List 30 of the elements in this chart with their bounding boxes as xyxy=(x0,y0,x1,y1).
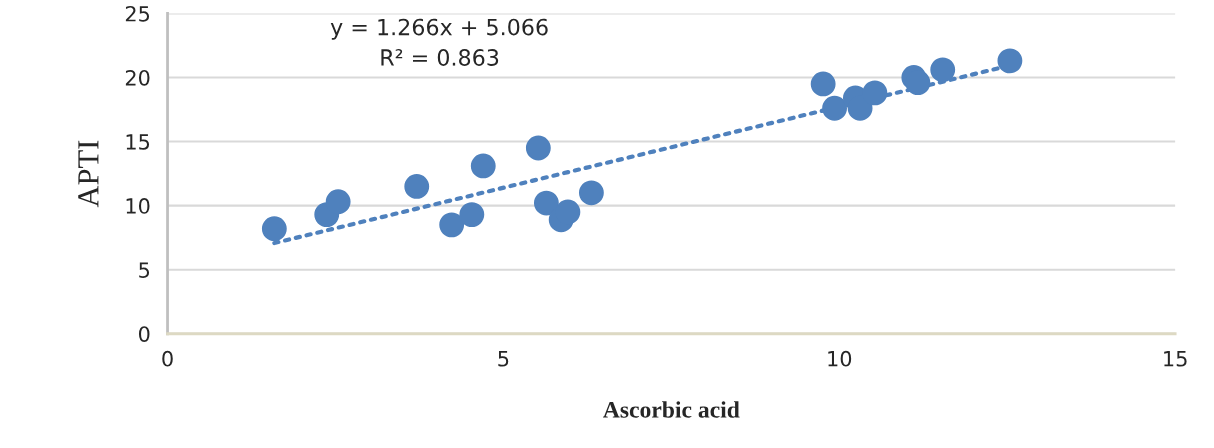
point xyxy=(997,48,1023,74)
point xyxy=(555,199,581,225)
point xyxy=(822,95,847,121)
point xyxy=(404,173,430,199)
y-tick-label: 0 xyxy=(138,326,150,342)
point xyxy=(862,80,888,106)
y-tick-label: 25 xyxy=(125,5,150,22)
x-tick-label: 0 xyxy=(162,350,173,367)
point xyxy=(459,202,485,228)
y-tick-label: 5 xyxy=(139,262,150,278)
x-axis-title: Ascorbic acid xyxy=(603,401,740,418)
annotation: y = 1.266x + 5.066 xyxy=(330,18,548,40)
point xyxy=(810,71,836,97)
point xyxy=(261,216,287,242)
y-tick-label: 15 xyxy=(126,134,150,150)
x-tick-label: 5 xyxy=(498,351,509,367)
y-tick-label: 20 xyxy=(125,69,150,86)
y-axis-title: APTI xyxy=(78,140,99,208)
point xyxy=(525,135,551,161)
y-tick-label: 10 xyxy=(126,198,150,214)
point xyxy=(439,212,465,238)
x-tick-label: 15 xyxy=(1164,351,1187,367)
x-tick-label: 10 xyxy=(828,350,852,367)
point xyxy=(930,57,956,83)
point xyxy=(325,189,351,215)
point xyxy=(578,180,604,206)
point xyxy=(905,70,931,96)
point xyxy=(533,190,559,216)
annotation: R² = 0.863 xyxy=(381,49,499,66)
point xyxy=(470,153,496,179)
